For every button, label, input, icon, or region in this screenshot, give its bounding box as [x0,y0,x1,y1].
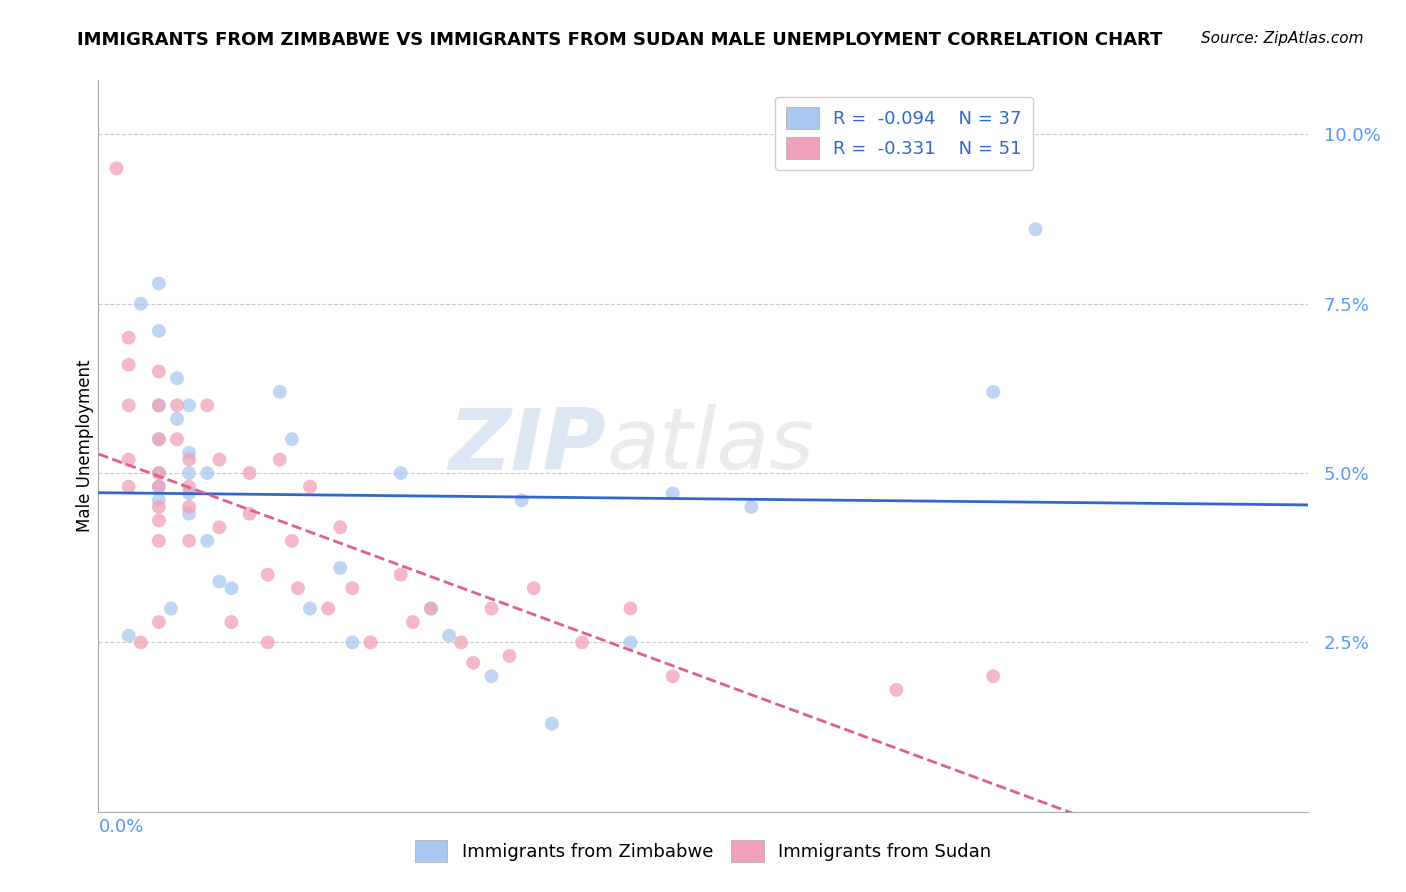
Point [179,500,201,514]
Point [402,615,425,629]
Point [148,277,170,291]
Point [105,161,128,176]
Point [148,480,170,494]
Point [148,432,170,446]
Point [342,635,364,649]
Point [118,358,141,372]
Legend: Immigrants from Zimbabwe, Immigrants from Sudan: Immigrants from Zimbabwe, Immigrants fro… [408,833,998,870]
Point [166,412,188,426]
Point [148,466,170,480]
Point [523,581,546,595]
Point [481,601,503,615]
Point [118,398,141,412]
Point [269,452,291,467]
Point [148,514,170,528]
Point [281,533,304,548]
Point [148,398,170,412]
Point [118,629,141,643]
Point [160,601,183,615]
Point [179,507,201,521]
Point [208,452,231,467]
Point [1024,222,1046,236]
Point [148,480,170,494]
Point [179,446,201,460]
Point [498,648,520,663]
Point [661,486,683,500]
Point [148,615,170,629]
Point [281,432,304,446]
Point [129,297,152,311]
Point [360,635,382,649]
Point [316,601,339,615]
Point [299,601,322,615]
Point [981,384,1004,399]
Text: Source: ZipAtlas.com: Source: ZipAtlas.com [1201,31,1364,46]
Point [437,629,460,643]
Point [329,520,352,534]
Point [148,324,170,338]
Point [420,601,443,615]
Point [299,480,322,494]
Point [239,466,262,480]
Point [256,635,278,649]
Point [148,466,170,480]
Point [221,615,243,629]
Point [179,452,201,467]
Point [886,682,908,697]
Point [179,398,201,412]
Point [269,384,291,399]
Text: IMMIGRANTS FROM ZIMBABWE VS IMMIGRANTS FROM SUDAN MALE UNEMPLOYMENT CORRELATION : IMMIGRANTS FROM ZIMBABWE VS IMMIGRANTS F… [77,31,1163,49]
Point [148,398,170,412]
Point [221,581,243,595]
Point [179,533,201,548]
Point [463,656,485,670]
Point [239,507,262,521]
Point [179,480,201,494]
Point [195,533,218,548]
Point [129,635,152,649]
Point [619,635,641,649]
Point [208,520,231,534]
Point [148,432,170,446]
Point [118,480,141,494]
Point [179,486,201,500]
Y-axis label: Male Unemployment: Male Unemployment [76,359,94,533]
Text: atlas: atlas [606,404,814,488]
Point [420,601,443,615]
Point [166,371,188,385]
Point [342,581,364,595]
Point [148,500,170,514]
Point [148,493,170,508]
Point [481,669,503,683]
Text: ZIP: ZIP [449,404,606,488]
Point [329,561,352,575]
Point [166,398,188,412]
Text: 0.0%: 0.0% [98,818,143,836]
Point [389,466,412,480]
Point [540,716,562,731]
Legend: R =  -0.094    N = 37, R =  -0.331    N = 51: R = -0.094 N = 37, R = -0.331 N = 51 [776,96,1032,169]
Point [661,669,683,683]
Point [571,635,593,649]
Point [287,581,309,595]
Point [148,364,170,378]
Point [179,466,201,480]
Point [981,669,1004,683]
Point [256,567,278,582]
Point [166,432,188,446]
Point [118,452,141,467]
Point [740,500,762,514]
Point [450,635,472,649]
Point [118,331,141,345]
Point [208,574,231,589]
Point [195,466,218,480]
Point [389,567,412,582]
Point [619,601,641,615]
Point [148,533,170,548]
Point [195,398,218,412]
Point [510,493,533,508]
